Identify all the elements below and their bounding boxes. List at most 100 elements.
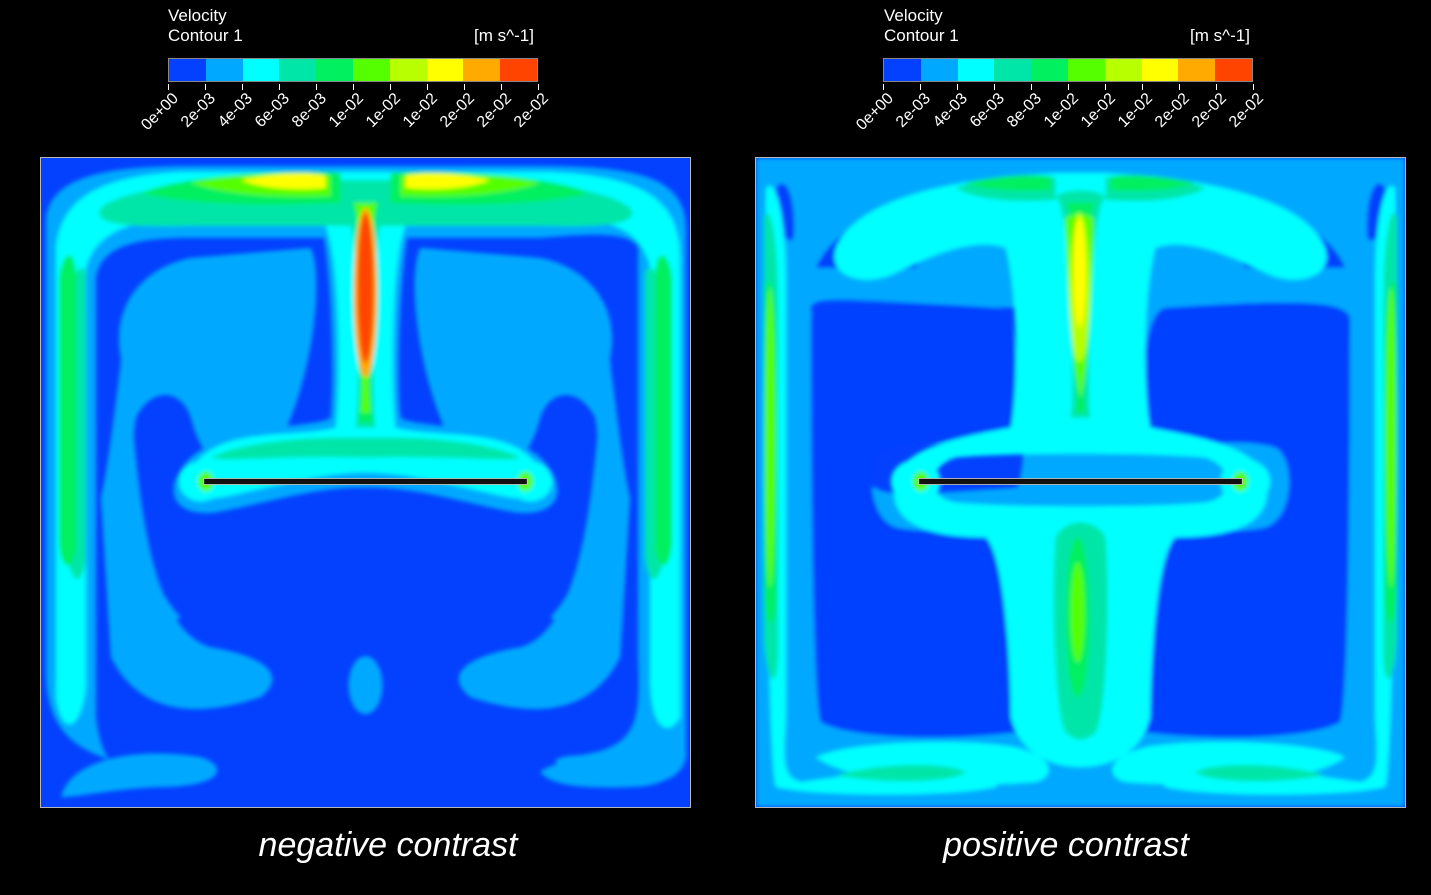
- colorbar-tick-mark: [204, 84, 206, 90]
- colorbar: [168, 58, 538, 82]
- contour-band: [210, 437, 521, 460]
- colorbar-tick-mark: [882, 84, 884, 90]
- colorbar-tick-label: 4e-03: [929, 90, 971, 131]
- colorbar-segment: [279, 59, 317, 81]
- velocity-contour-plot: [755, 157, 1406, 808]
- contour-band: [810, 302, 1026, 738]
- colorbar-segment: [205, 59, 243, 81]
- contour-band: [458, 337, 631, 710]
- contour-band: [1386, 287, 1397, 588]
- legend-title-line2: Contour 1: [884, 26, 959, 45]
- colorbar-tick-mark: [352, 84, 354, 90]
- colorbar-tick-label: 2e-02: [1188, 90, 1230, 131]
- contour-band: [1073, 217, 1086, 328]
- contour-peak: [357, 212, 374, 363]
- colorbar-tick-mark: [1252, 84, 1254, 90]
- colorbar-tick-label: 2e-03: [177, 90, 219, 131]
- legend-title-line1: Velocity: [168, 6, 227, 25]
- colorbar-segment: [1215, 59, 1252, 81]
- colorbar-tick-label: 2e-02: [510, 90, 552, 131]
- contour-band: [655, 255, 673, 566]
- colorbar-tick-label: 8e-03: [288, 90, 330, 131]
- colorbar-tick-label: 2e-02: [1225, 90, 1267, 131]
- colorbar-tick-mark: [278, 84, 280, 90]
- colorbar-segment: [463, 59, 501, 81]
- colorbar-tick-label: 1e-02: [1077, 90, 1119, 131]
- legend-title: Velocity Contour 1: [884, 6, 959, 46]
- colorbar-segment: [884, 59, 921, 81]
- plate: [918, 478, 1243, 485]
- colorbar-tick-label: 2e-02: [473, 90, 515, 131]
- contour-band: [1110, 175, 1196, 191]
- colorbar-tick-mark: [426, 84, 428, 90]
- colorbar-tick-label: 2e-02: [1151, 90, 1193, 131]
- colorbar-tick-mark: [1030, 84, 1032, 90]
- contour-svg: [41, 158, 690, 807]
- colorbar-segment: [1178, 59, 1216, 81]
- contour-band: [405, 173, 491, 190]
- colorbar-segment: [1031, 59, 1068, 81]
- colorbar-tick-label: 0e+00: [138, 90, 182, 134]
- colorbar-tick-label: 1e-02: [399, 90, 441, 131]
- colorbar-tick-mark: [167, 84, 169, 90]
- plate: [203, 478, 528, 485]
- contour-band: [110, 247, 317, 622]
- panel-negative-contrast: Velocity Contour 1 [m s^-1] 0e+00 2e-03 4e…: [0, 0, 715, 895]
- colorbar-tick-mark: [1215, 84, 1217, 90]
- panel-positive-contrast: Velocity Contour 1 [m s^-1] 0e+00 2e-03 4e…: [715, 0, 1430, 895]
- colorbar-tick-label: 0e+00: [853, 90, 897, 134]
- colorbar-tick-mark: [993, 84, 995, 90]
- colorbar-segment: [1104, 59, 1142, 81]
- contour-band: [965, 175, 1051, 191]
- colorbar-tick-mark: [1067, 84, 1069, 90]
- colorbar-tick-label: 6e-03: [966, 90, 1008, 131]
- colorbar-segment: [957, 59, 995, 81]
- contour-band: [1195, 764, 1326, 782]
- colorbar-tick-mark: [241, 84, 243, 90]
- colorbar-tick-mark: [500, 84, 502, 90]
- legend-title: Velocity Contour 1: [168, 6, 243, 46]
- legend-title-line2: Contour 1: [168, 26, 243, 45]
- colorbar-segment: [1141, 59, 1179, 81]
- colorbar-tick-mark: [1178, 84, 1180, 90]
- velocity-contour-plot: [40, 157, 691, 808]
- legend-units: [m s^-1]: [1190, 26, 1250, 45]
- colorbar-segment: [352, 59, 390, 81]
- colorbar-segment: [426, 59, 464, 81]
- colorbar-tick-label: 1e-02: [325, 90, 367, 131]
- colorbar-segment: [169, 59, 206, 81]
- contour-band: [540, 757, 671, 788]
- plate-outline: [918, 478, 1243, 485]
- colorbar-tick-mark: [1104, 84, 1106, 90]
- contour-band: [835, 764, 966, 782]
- colorbar-segment: [389, 59, 427, 81]
- colorbar-tick-label: 2e-03: [892, 90, 934, 131]
- colorbar-tick-mark: [956, 84, 958, 90]
- colorbar-tick-label: 4e-03: [214, 90, 256, 131]
- contour-band: [764, 287, 775, 588]
- colorbar-tick-label: 1e-02: [362, 90, 404, 131]
- colorbar-segment: [500, 59, 537, 81]
- contour-band: [240, 173, 326, 190]
- colorbar-tick-mark: [919, 84, 921, 90]
- colorbar-ticks: 0e+00 2e-03 4e-03 6e-03 8e-03 1e-02 1e-02 1e-02…: [138, 84, 552, 164]
- contour-band: [1135, 302, 1351, 738]
- colorbar-ticks: 0e+00 2e-03 4e-03 6e-03 8e-03 1e-02 1e-02 1e-02…: [853, 84, 1267, 164]
- colorbar-tick-mark: [537, 84, 539, 90]
- colorbar-tick-mark: [1141, 84, 1143, 90]
- caption: positive contrast: [943, 826, 1189, 864]
- colorbar-tick-label: 8e-03: [1003, 90, 1045, 131]
- contour-band: [100, 337, 273, 710]
- contour-svg: [756, 158, 1405, 807]
- colorbar-tick-label: 6e-03: [251, 90, 293, 131]
- colorbar-tick-label: 2e-02: [436, 90, 478, 131]
- colorbar: [883, 58, 1253, 82]
- contour-band: [60, 753, 218, 798]
- colorbar-segment: [920, 59, 958, 81]
- contour-band: [55, 171, 681, 728]
- colorbar-tick-mark: [389, 84, 391, 90]
- plate-outline: [203, 478, 528, 485]
- colorbar-segment: [242, 59, 280, 81]
- colorbar-tick-mark: [315, 84, 317, 90]
- colorbar-tick-label: 1e-02: [1114, 90, 1156, 131]
